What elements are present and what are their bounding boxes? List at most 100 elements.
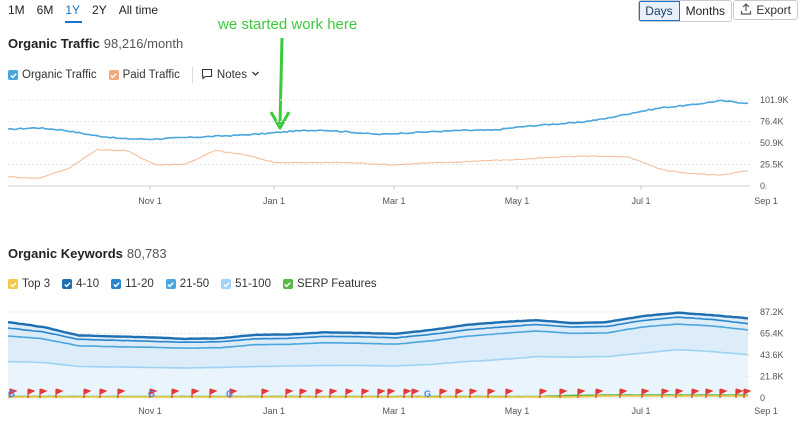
export-button[interactable]: Export (733, 0, 798, 20)
x-tick-label: Sep 1 (754, 406, 778, 416)
legend-11-20-label: 11-20 (125, 278, 154, 290)
traffic-legend: Organic Traffic Paid Traffic Notes (8, 67, 260, 83)
x-tick-label: Nov 1 (138, 406, 162, 416)
legend-21-50[interactable]: 21-50 (165, 278, 210, 290)
google-icon: G (8, 389, 15, 399)
checkbox-checked-icon (62, 279, 73, 289)
granularity-toggle: Days Months (638, 0, 732, 22)
export-label: Export (756, 3, 791, 17)
legend-top-3-label: Top 3 (22, 278, 51, 290)
x-tick-label: Jan 1 (263, 196, 285, 206)
y-tick-label: 76.4K (760, 117, 784, 127)
x-tick-label: Jul 1 (631, 406, 650, 416)
serp-flag-icon (229, 388, 238, 398)
paid-traffic-line (7, 148, 749, 179)
y-tick-label: 0 (760, 181, 765, 191)
checkbox-checked-icon (8, 70, 18, 80)
tab-1y[interactable]: 1Y (65, 3, 83, 23)
serp-flag-icon (315, 388, 324, 398)
x-tick-label: May 1 (505, 406, 530, 416)
serp-flag-icon (285, 388, 294, 398)
annotation-text: we started work here (218, 16, 358, 33)
legend-paid-traffic[interactable]: Paid Traffic (108, 69, 180, 81)
serp-flag-icon (641, 388, 650, 398)
tab-2y[interactable]: 2Y (92, 3, 107, 17)
months-button[interactable]: Months (679, 1, 731, 21)
serp-flag-icon (377, 388, 386, 398)
organic-traffic-title: Organic Traffic 98,216/month (8, 36, 183, 51)
legend-11-20[interactable]: 11-20 (111, 278, 154, 290)
legend-top-3[interactable]: Top 3 (8, 278, 50, 290)
serp-flag-icon (99, 388, 108, 398)
legend-serp-features[interactable]: SERP Features (282, 278, 377, 290)
x-tick-label: Nov 1 (138, 196, 162, 206)
serp-flag-icon (455, 388, 464, 398)
checkbox-checked-icon (8, 279, 18, 289)
x-tick-label: Jul 1 (631, 196, 650, 206)
serp-flag-icon (505, 388, 514, 398)
annotation-arrow (269, 38, 291, 130)
serp-flag-icon (329, 388, 338, 398)
organic-keywords-title: Organic Keywords 80,783 (8, 246, 167, 261)
series-line-51-100 (7, 348, 749, 369)
serp-flag-icon (9, 388, 18, 398)
tab-6m[interactable]: 6M (36, 3, 54, 17)
serp-flag-icon (299, 388, 308, 398)
serp-flag-icon (661, 388, 670, 398)
y-tick-label: 50.9K (760, 138, 784, 148)
notes-dropdown[interactable]: Notes (201, 68, 260, 83)
serp-flag-icon (411, 388, 420, 398)
serp-flag-icon (261, 388, 270, 398)
series-line-11-20 (7, 316, 749, 343)
organic-traffic-value: 98,216/month (103, 36, 184, 51)
serp-flag-icon (719, 388, 728, 398)
serp-flag-icon (387, 388, 396, 398)
organic-traffic-line (7, 99, 749, 141)
keywords-area-fill-low (8, 349, 748, 398)
checkbox-checked-icon (165, 279, 176, 289)
organic-keywords-heading: Organic Keywords (8, 246, 123, 261)
tab-all-time[interactable]: All time (118, 3, 159, 17)
serp-flag-icon (577, 388, 586, 398)
serp-flag-icon (595, 388, 604, 398)
organic-traffic-heading: Organic Traffic (8, 36, 100, 51)
serp-flag-icon (149, 388, 158, 398)
legend-51-100[interactable]: 51-100 (221, 278, 271, 290)
x-tick-label: Jan 1 (263, 406, 285, 416)
serp-flag-icon (403, 388, 412, 398)
organic-keywords-chart[interactable]: 87.2K 65.4K 43.6K 21.8K 0 Nov 1 Jan 1 Mar 1 May … (0, 304, 800, 424)
legend-4-10[interactable]: 4-10 (62, 278, 99, 290)
serp-flag-icon (469, 388, 478, 398)
x-tick-label: Mar 1 (382, 406, 405, 416)
legend-paid-label: Paid Traffic (122, 69, 180, 81)
keywords-legend: Top 3 4-10 11-20 21-50 51-100 SERP Featu… (8, 278, 389, 290)
serp-flag-icon (439, 388, 448, 398)
tab-1m[interactable]: 1M (8, 3, 25, 17)
serp-flag-icon (55, 388, 64, 398)
serp-flag-icon (345, 388, 354, 398)
days-button[interactable]: Days (639, 1, 680, 21)
organic-traffic-chart[interactable]: 101.9K 76.4K 50.9K 25.5K 0 Nov 1 Jan 1 Mar 1 May… (0, 94, 800, 212)
checkbox-checked-icon (221, 279, 232, 289)
legend-serp-label: SERP Features (296, 278, 377, 290)
google-icon: G (424, 389, 431, 399)
serp-flag-icon (619, 388, 628, 398)
legend-organic-traffic[interactable]: Organic Traffic (8, 69, 97, 81)
serp-flag-icon (171, 388, 180, 398)
legend-21-50-label: 21-50 (179, 278, 210, 290)
notes-label: Notes (216, 69, 247, 81)
series-line-21-50 (7, 323, 749, 350)
chevron-down-icon (251, 69, 260, 81)
serp-flag-icon (675, 388, 684, 398)
checkbox-checked-icon (108, 70, 119, 80)
notes-icon (201, 68, 213, 83)
serp-flag-icon (361, 388, 370, 398)
y-tick-label: 25.5K (760, 160, 784, 170)
serp-flag-icon (691, 388, 700, 398)
y-tick-label: 43.6K (760, 350, 784, 360)
period-tabs: 1M 6M 1Y 2Y All time (8, 3, 170, 23)
serp-flag-icon (487, 388, 496, 398)
organic-keywords-value: 80,783 (126, 246, 167, 261)
serp-flag-icon (39, 388, 48, 398)
serp-flag-icon (705, 388, 714, 398)
